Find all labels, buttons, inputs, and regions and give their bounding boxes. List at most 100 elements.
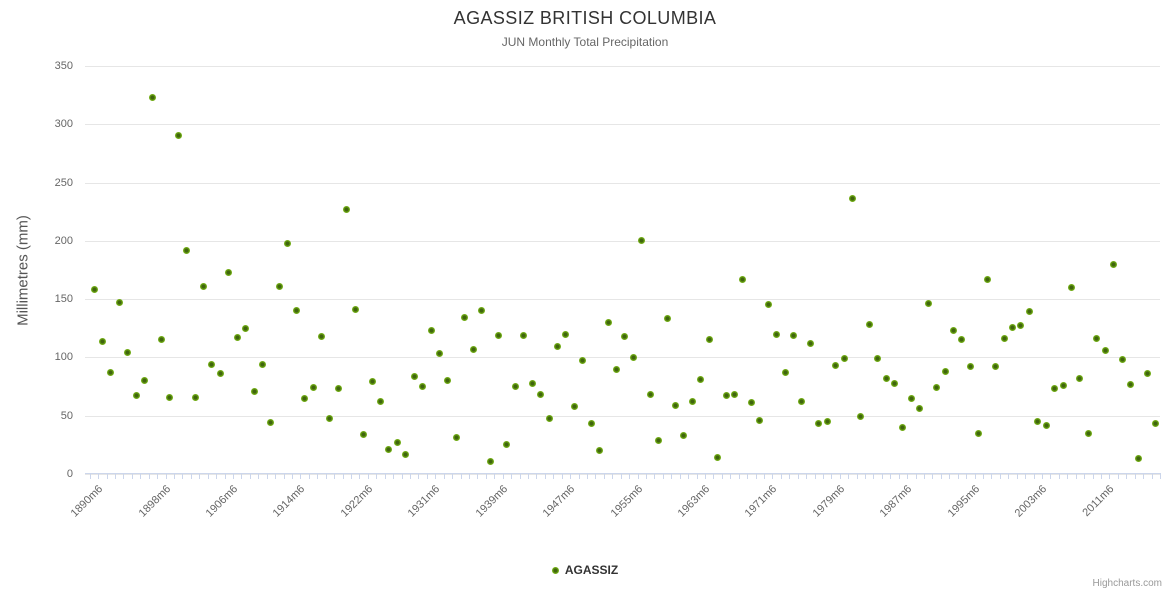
data-point[interactable]	[848, 195, 856, 203]
data-point[interactable]	[975, 429, 983, 437]
data-point[interactable]	[469, 345, 477, 353]
data-point[interactable]	[773, 330, 781, 338]
data-point[interactable]	[865, 321, 873, 329]
data-point[interactable]	[1034, 418, 1042, 426]
data-point[interactable]	[612, 365, 620, 373]
data-point[interactable]	[461, 314, 469, 322]
data-point[interactable]	[958, 336, 966, 344]
data-point[interactable]	[301, 394, 309, 402]
data-point[interactable]	[377, 398, 385, 406]
data-point[interactable]	[149, 93, 157, 101]
data-point[interactable]	[157, 336, 165, 344]
data-point[interactable]	[200, 282, 208, 290]
data-point[interactable]	[216, 370, 224, 378]
data-point[interactable]	[671, 401, 679, 409]
data-point[interactable]	[427, 327, 435, 335]
data-point[interactable]	[1059, 381, 1067, 389]
data-point[interactable]	[722, 392, 730, 400]
data-point[interactable]	[933, 384, 941, 392]
data-point[interactable]	[764, 301, 772, 309]
data-point[interactable]	[840, 355, 848, 363]
data-point[interactable]	[107, 369, 115, 377]
highcharts-credit-link[interactable]: Highcharts.com	[1092, 578, 1162, 589]
data-point[interactable]	[907, 394, 915, 402]
data-point[interactable]	[436, 350, 443, 358]
data-point[interactable]	[233, 334, 241, 342]
legend-item-agassiz[interactable]: AGASSIZ	[564, 563, 619, 577]
data-point[interactable]	[275, 282, 283, 290]
data-point[interactable]	[174, 132, 182, 140]
data-point[interactable]	[486, 457, 494, 465]
data-point[interactable]	[250, 387, 258, 395]
data-point[interactable]	[966, 363, 974, 371]
data-point[interactable]	[1135, 455, 1143, 463]
data-point[interactable]	[688, 398, 696, 406]
data-point[interactable]	[815, 420, 823, 428]
data-point[interactable]	[292, 307, 300, 315]
data-point[interactable]	[494, 331, 502, 339]
data-point[interactable]	[798, 398, 806, 406]
data-point[interactable]	[553, 343, 561, 351]
data-point[interactable]	[385, 446, 393, 454]
data-point[interactable]	[806, 339, 814, 347]
data-point[interactable]	[90, 286, 98, 294]
data-point[interactable]	[621, 332, 629, 340]
data-point[interactable]	[318, 332, 326, 340]
data-point[interactable]	[115, 299, 123, 307]
data-point[interactable]	[1068, 283, 1076, 291]
data-point[interactable]	[1101, 346, 1109, 354]
data-point[interactable]	[950, 327, 958, 335]
data-point[interactable]	[916, 405, 924, 413]
data-point[interactable]	[410, 372, 418, 380]
data-point[interactable]	[242, 324, 250, 332]
data-point[interactable]	[562, 330, 570, 338]
data-point[interactable]	[1152, 420, 1160, 428]
data-point[interactable]	[444, 377, 452, 385]
data-point[interactable]	[334, 385, 342, 393]
data-point[interactable]	[511, 383, 519, 391]
data-point[interactable]	[141, 377, 149, 385]
data-point[interactable]	[587, 420, 595, 428]
data-point[interactable]	[832, 362, 840, 370]
data-point[interactable]	[1025, 308, 1033, 316]
data-point[interactable]	[452, 434, 460, 442]
data-point[interactable]	[368, 378, 376, 386]
data-point[interactable]	[941, 367, 949, 375]
data-point[interactable]	[225, 268, 233, 276]
data-point[interactable]	[899, 423, 907, 431]
data-point[interactable]	[503, 441, 511, 449]
data-point[interactable]	[1143, 370, 1151, 378]
data-point[interactable]	[183, 246, 191, 254]
data-point[interactable]	[739, 275, 747, 283]
data-point[interactable]	[98, 337, 106, 345]
data-point[interactable]	[1118, 356, 1126, 364]
data-point[interactable]	[1051, 385, 1059, 393]
data-point[interactable]	[284, 239, 292, 247]
data-point[interactable]	[1017, 322, 1025, 330]
data-point[interactable]	[191, 393, 199, 401]
data-point[interactable]	[1042, 421, 1050, 429]
data-point[interactable]	[1000, 335, 1008, 343]
data-point[interactable]	[343, 205, 351, 213]
data-point[interactable]	[730, 391, 738, 399]
data-point[interactable]	[1084, 429, 1092, 437]
data-point[interactable]	[680, 432, 688, 440]
data-point[interactable]	[393, 439, 401, 447]
data-point[interactable]	[570, 402, 578, 410]
data-point[interactable]	[789, 331, 797, 339]
data-point[interactable]	[604, 318, 612, 326]
data-point[interactable]	[646, 391, 654, 399]
data-point[interactable]	[528, 379, 536, 387]
data-point[interactable]	[697, 376, 705, 384]
data-point[interactable]	[208, 360, 216, 368]
data-point[interactable]	[756, 416, 764, 424]
data-point[interactable]	[419, 383, 427, 391]
data-point[interactable]	[857, 413, 865, 421]
data-point[interactable]	[781, 369, 789, 377]
data-point[interactable]	[891, 379, 899, 387]
data-point[interactable]	[983, 275, 991, 283]
data-point[interactable]	[124, 349, 132, 357]
data-point[interactable]	[545, 414, 553, 422]
data-point[interactable]	[663, 315, 671, 323]
data-point[interactable]	[596, 447, 604, 455]
